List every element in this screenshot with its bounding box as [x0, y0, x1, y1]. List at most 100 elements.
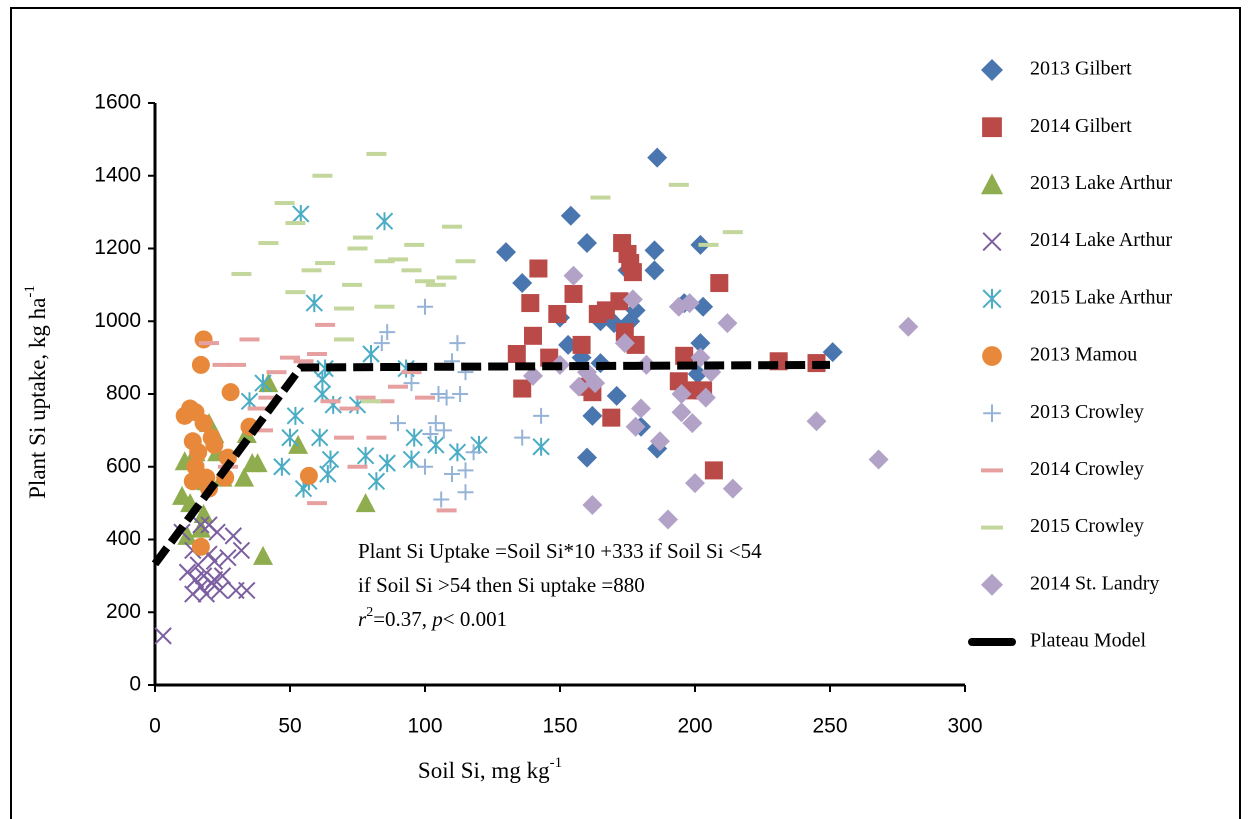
dash-marker	[455, 259, 476, 264]
asterisk-marker	[448, 443, 467, 462]
diamond-marker	[822, 342, 843, 363]
asterisk-marker	[367, 472, 386, 491]
plus-marker	[422, 426, 439, 443]
y-axis-title: Plant Si uptake, kg ha-1	[22, 285, 50, 499]
diamond-marker	[625, 416, 646, 437]
diamond-marker	[582, 494, 603, 515]
plus-marker	[427, 415, 444, 432]
circle-marker	[194, 414, 213, 433]
legend-label: 2015 Lake Arthur	[1030, 286, 1173, 308]
annotation-part: Plant Si Uptake =Soil Si*10 +333 if Soil…	[358, 539, 762, 563]
dash-marker	[366, 435, 387, 440]
diamond-marker	[981, 573, 1003, 596]
circle-marker	[189, 443, 208, 462]
asterisk-marker	[321, 450, 340, 469]
triangle-marker	[355, 493, 376, 513]
asterisk-marker	[982, 288, 1002, 309]
plus-marker	[533, 407, 550, 424]
diamond-marker	[644, 260, 665, 281]
dash-marker	[374, 304, 395, 309]
asterisk-marker	[313, 370, 332, 389]
dash-marker	[334, 306, 354, 311]
square-marker	[623, 263, 642, 282]
diamond-marker	[671, 402, 692, 423]
diamond-marker	[658, 509, 678, 530]
square-marker	[602, 408, 621, 427]
x-tick-label: 250	[812, 715, 847, 738]
diamond-marker	[512, 273, 533, 294]
x-tick-label: 100	[407, 715, 442, 738]
asterisk-marker	[305, 294, 324, 313]
asterisk-marker	[281, 428, 299, 447]
y-axis-title-text: Plant Si uptake, kg ha	[25, 298, 50, 499]
asterisk-marker	[310, 428, 329, 447]
dash-marker	[415, 395, 435, 400]
diamond-marker	[523, 365, 543, 386]
legend-label: 2014 Lake Arthur	[1030, 229, 1173, 251]
diamond-marker	[496, 242, 516, 263]
plus-marker	[452, 386, 469, 402]
dash-marker	[436, 275, 457, 280]
x-tick-label: 0	[149, 715, 161, 738]
diamond-marker	[722, 478, 743, 499]
dash-marker	[590, 195, 611, 200]
plus-marker	[433, 491, 450, 508]
x-tick-label: 150	[542, 715, 577, 738]
y-tick-label: 1400	[94, 163, 141, 186]
annotation-part: < 0.001	[443, 607, 507, 631]
diamond-marker	[679, 293, 700, 314]
x-marker	[219, 548, 237, 567]
plus-marker	[465, 444, 482, 461]
x-marker	[232, 541, 251, 560]
asterisk-marker	[362, 344, 380, 363]
dash-marker	[266, 370, 287, 375]
asterisk-marker	[273, 457, 291, 476]
annotation-part: =0.37,	[373, 607, 432, 631]
plus-marker	[444, 466, 460, 483]
diamond-marker	[695, 387, 716, 408]
diamond-marker	[582, 405, 603, 426]
diamond-marker	[568, 376, 589, 397]
x-tick-label: 200	[677, 715, 712, 738]
dash-marker	[239, 337, 260, 342]
asterisk-marker	[316, 359, 334, 378]
annotation: Plant Si Uptake =Soil Si*10 +333 if Soil…	[358, 539, 762, 563]
plus-marker	[403, 375, 420, 392]
dash-marker	[668, 182, 689, 187]
triangle-marker	[981, 173, 1003, 195]
dash-marker	[320, 399, 341, 404]
diamond-marker	[690, 333, 711, 354]
plus-marker	[417, 458, 433, 475]
asterisk-marker	[324, 395, 342, 414]
diamond-marker	[614, 333, 635, 354]
plus-marker	[417, 298, 433, 315]
diamond-marker	[622, 289, 643, 310]
annotation-part: r	[358, 607, 367, 631]
diamond-marker	[682, 413, 703, 434]
dash-marker	[401, 268, 422, 273]
asterisk-marker	[378, 454, 396, 473]
diamond-marker	[671, 384, 692, 404]
annotation-part: if Soil Si >54 then Si uptake =880	[358, 573, 645, 597]
diamond-marker	[868, 449, 889, 470]
plus-marker	[390, 415, 406, 432]
asterisk-marker	[319, 465, 337, 484]
plus-marker	[457, 484, 474, 501]
dash-marker	[374, 399, 395, 404]
legend-label: 2015 Crowley	[1030, 515, 1144, 537]
square-marker	[610, 292, 629, 311]
plus-marker	[983, 404, 1001, 422]
triangle-marker	[253, 545, 273, 565]
y-tick-label: 1000	[94, 309, 141, 332]
asterisk-marker	[292, 204, 310, 223]
legend-label: 2013 Crowley	[1030, 401, 1144, 423]
diamond-marker	[563, 265, 584, 286]
y-tick-label: 200	[106, 600, 141, 623]
dash-marker	[361, 399, 381, 404]
dash-marker	[307, 501, 327, 506]
dash-marker	[347, 246, 368, 251]
chart-border	[10, 7, 1241, 819]
legend-label: 2013 Lake Arthur	[1030, 172, 1173, 194]
x-marker	[154, 627, 172, 645]
